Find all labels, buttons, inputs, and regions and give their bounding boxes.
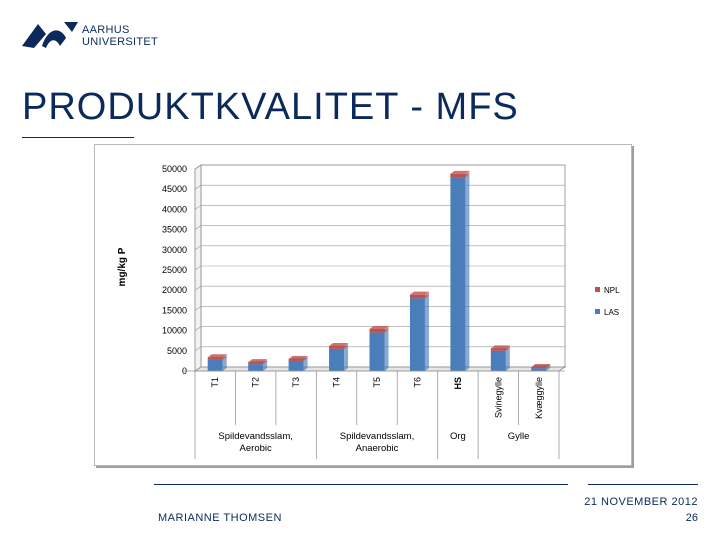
aarhus-university-logo — [22, 22, 78, 48]
bar-npl-top — [288, 355, 308, 359]
bar-npl-side — [424, 291, 429, 299]
category-tick-label: T6 — [412, 377, 422, 388]
bar-las-side — [344, 345, 349, 371]
group-label-line2: Aerobic — [240, 443, 272, 454]
y-tick-label: 45000 — [162, 184, 187, 194]
bar-npl-side — [222, 354, 227, 360]
university-line2: UNIVERSITET — [82, 36, 159, 48]
group-label: Org — [450, 431, 466, 442]
footer-rule-left — [154, 484, 568, 485]
bar-npl-top — [248, 359, 268, 363]
gridline — [194, 346, 565, 352]
category-tick-label: T1 — [210, 377, 220, 388]
legend-swatch — [595, 309, 600, 314]
bar-chart: 0500010000150002000025000300003500040000… — [117, 164, 620, 459]
bar-npl-side — [546, 363, 551, 369]
footer-author: MARIANNE THOMSEN — [158, 512, 282, 524]
gridline — [194, 164, 565, 170]
gridline — [194, 306, 565, 311]
bar-las-side — [303, 357, 308, 371]
bar-las-front — [531, 368, 547, 371]
bar-las-side — [384, 329, 389, 371]
title-underline — [22, 137, 134, 138]
legend-label: LAS — [604, 308, 619, 317]
bar-las-front — [329, 348, 345, 371]
bar-npl-front — [207, 357, 223, 360]
chart-frame: 0 5000 10000 15000 20000 25000 30000 35000 40000… — [94, 144, 632, 466]
bar-npl-front — [248, 362, 264, 365]
bar-npl-top — [409, 291, 429, 295]
bar-npl-side — [263, 359, 268, 365]
y-tick-label: 35000 — [162, 225, 187, 235]
bar-npl-side — [465, 170, 470, 178]
category-tick-label: T3 — [291, 377, 301, 388]
group-label-line2: Anaerobic — [356, 443, 399, 454]
university-line1: AARHUS — [82, 24, 130, 36]
bar-npl-front — [288, 358, 304, 361]
gridline — [194, 245, 565, 251]
gridline — [194, 366, 565, 372]
y-tick-label: 30000 — [162, 245, 187, 255]
bar-npl-top — [329, 342, 349, 346]
bar-las-front — [409, 298, 425, 371]
bar-npl-top — [450, 170, 470, 174]
legend-swatch — [595, 287, 600, 292]
y-axis-label: mg/kg P — [117, 247, 128, 286]
bar-npl-front — [329, 345, 345, 349]
bar-npl-front — [409, 294, 425, 299]
page-title: PRODUKTKVALITET - MFS — [22, 86, 519, 128]
y-tick-label: 20000 — [162, 285, 187, 295]
bar-npl-top — [207, 354, 227, 358]
gridline — [194, 225, 565, 230]
y-tick-label: 10000 — [162, 326, 187, 336]
bar-npl-side — [303, 355, 308, 361]
bar-npl-front — [490, 348, 506, 351]
gridline — [194, 205, 565, 210]
bar-npl-top — [531, 363, 551, 367]
category-tick-label: Svinegylle — [493, 377, 503, 418]
bar-npl-side — [344, 342, 349, 349]
page-number: 26 — [685, 512, 698, 524]
bar-las-side — [263, 361, 268, 371]
category-tick-label: HS — [453, 377, 463, 390]
y-tick-label: 5000 — [167, 346, 187, 356]
gridline — [194, 265, 565, 271]
bar-las-front — [369, 332, 385, 371]
bar-las-front — [490, 350, 506, 371]
gridline — [194, 285, 565, 291]
y-tick-label: 40000 — [162, 204, 187, 214]
category-tick-label: Kvæggylle — [534, 377, 544, 419]
bar-las-side — [222, 356, 227, 371]
footer-date: 21 NOVEMBER 2012 — [584, 496, 698, 508]
group-label: Gylle — [508, 431, 530, 442]
category-tick-label: T2 — [251, 377, 261, 388]
bar-npl-side — [384, 325, 389, 333]
bar-las-front — [207, 359, 223, 371]
bar-npl-top — [490, 345, 510, 349]
legend-label: NPL — [604, 286, 620, 295]
gridline — [194, 326, 565, 331]
bar-las-side — [465, 174, 470, 371]
bar-npl-front — [450, 173, 466, 178]
bar-las-front — [450, 177, 466, 371]
category-tick-label: T5 — [372, 377, 382, 388]
bar-npl-front — [369, 328, 385, 333]
footer-rule-right — [588, 484, 698, 485]
bar-npl-side — [505, 345, 510, 351]
bar-las-front — [288, 360, 304, 371]
bar-las-side — [424, 295, 429, 371]
y-tick-label: 50000 — [162, 164, 187, 174]
bar-las-side — [546, 365, 551, 371]
y-tick-label: 25000 — [162, 265, 187, 275]
bar-npl-front — [531, 366, 547, 369]
group-label: Spildevandsslam, — [218, 431, 292, 442]
bar-las-side — [505, 347, 510, 371]
y-tick-label: 15000 — [162, 305, 187, 315]
university-name: AARHUS UNIVERSITET — [82, 24, 158, 48]
category-tick-label: T4 — [332, 377, 342, 388]
bar-npl-top — [369, 325, 389, 329]
gridline — [194, 184, 565, 190]
group-label: Spildevandsslam, — [340, 431, 414, 442]
bar-las-front — [248, 364, 264, 371]
